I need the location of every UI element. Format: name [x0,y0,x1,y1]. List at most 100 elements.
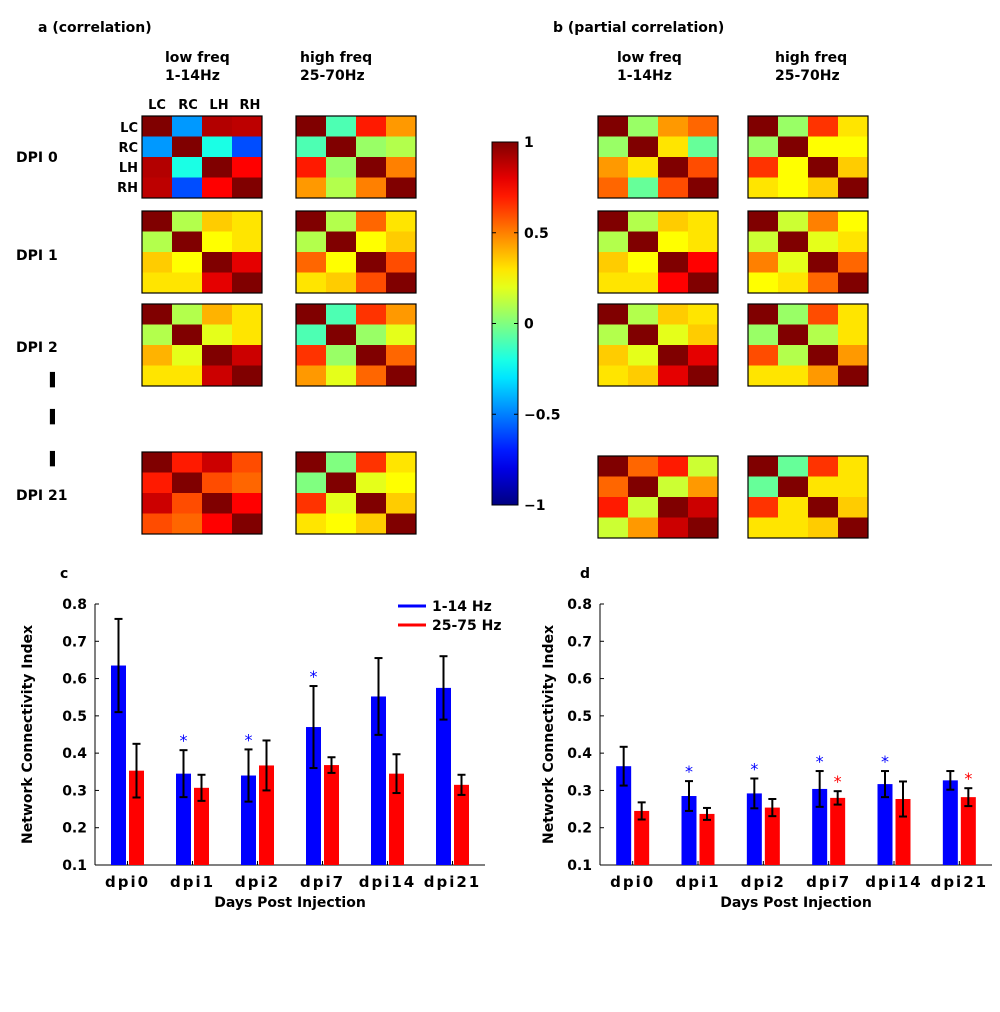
heatmap-cell [838,304,869,325]
heatmap-cell [142,513,173,535]
heatmap-cell [688,157,719,178]
heatmap-cell [202,211,233,232]
heatmap-cell [838,324,869,346]
heatmap-cell [748,497,779,518]
heatmap-cell [748,211,779,232]
bar-dpi7-low [306,727,321,865]
heatmap-cell [658,345,689,366]
heatmap-cell [628,211,659,232]
y-tick-label: 0.8 [567,597,592,613]
colorbar: 1 0.5 0 −0.5 −1 [491,135,561,514]
heatmap-cell [658,231,689,253]
y-tick-label: 0.8 [62,597,87,613]
heatmap-cell [658,476,689,498]
heatmap-cell [356,324,387,346]
significance-star: * [180,731,188,750]
heatmap-cell [202,345,233,366]
heatmap-cell [232,231,263,253]
heatmap-cell [688,365,719,387]
heatmap-cell [748,157,779,178]
significance-star: * [310,667,318,686]
heatmap-cell [386,177,417,199]
heatmap-cell [142,136,173,158]
heatmap-cell [296,345,327,366]
heatmap-cell [628,157,659,178]
heatmap-cell [202,136,233,158]
heatmap-a-row1-col0 [141,210,263,294]
heatmap-cell [688,231,719,253]
heatmap-cell [356,231,387,253]
heatmap-cell [688,136,719,158]
channel-side-rh: RH [117,181,138,196]
heatmap-cell [658,157,689,178]
x-tick-label: dpi14 [359,873,417,891]
heatmap-b-row0-col0 [597,115,719,199]
heatmap-cell [838,116,869,137]
heatmap-cell [232,272,263,294]
heatmap-cell [598,476,629,498]
channel-top-rh: RH [240,98,261,113]
heatmap-cell [296,365,327,387]
x-tick-label: dpi2 [235,873,280,891]
bar-dpi21-low [436,687,451,865]
channel-top-rc: RC [178,98,198,113]
heatmap-cell [688,476,719,498]
heatmap-b-row3-col0 [597,455,719,539]
heatmap-cell [386,452,417,473]
heatmap-grid [141,115,869,539]
heatmap-cell [598,345,629,366]
heatmap-frame [747,115,869,199]
heatmap-cell [386,472,417,494]
heatmap-cell [326,157,357,178]
heatmap-cell [628,497,659,518]
bar-chart-d: 0.1 0.2 0.3 0.4 0.5 0.6 0.7 0.8 dpi0 * dpi1 * dpi2 * *… [541,597,992,911]
heatmap-cell [326,272,357,294]
y-tick-label: 0.4 [62,746,87,762]
heatmap-cell [296,272,327,294]
heatmap-cell [808,177,839,199]
significance-star: * [245,730,253,749]
bar-dpi14-high [895,799,911,865]
heatmap-cell [172,177,203,199]
heatmap-cell [778,345,809,366]
heatmap-cell [628,177,659,199]
bar-dpi2-low [241,775,256,865]
heatmap-cell [808,116,839,137]
heatmap-cell [748,272,779,294]
heatmap-cell [748,456,779,477]
heatmap-cell [326,252,357,273]
heatmap-cell [658,304,689,325]
heatmap-cell [326,345,357,366]
heatmap-b-row1-col1 [747,210,869,294]
heatmap-cell [386,304,417,325]
heatmap-cell [838,517,869,539]
a-low-range-header: 1-14Hz [165,68,220,84]
heatmap-cell [778,304,809,325]
heatmap-cell [598,304,629,325]
heatmap-cell [658,324,689,346]
heatmap-cell [628,272,659,294]
heatmap-cell [232,136,263,158]
heatmap-cell [838,365,869,387]
heatmap-cell [202,493,233,514]
y-tick-label: 0.5 [567,709,592,725]
heatmap-cell [232,324,263,346]
heatmap-cell [748,365,779,387]
heatmap-cell [628,231,659,253]
bar-dpi21-high [454,784,469,865]
heatmap-cell [778,365,809,387]
bar-dpi21-high [960,797,976,865]
y-tick-label: 0.6 [567,672,592,688]
heatmap-cell [748,116,779,137]
heatmap-cell [232,493,263,514]
panel-c-label: c [60,566,68,582]
heatmap-cell [658,272,689,294]
heatmap-cell [748,517,779,539]
heatmap-cell [598,157,629,178]
heatmap-frame [747,210,869,294]
heatmap-cell [688,252,719,273]
heatmap-cell [142,177,173,199]
heatmap-cell [628,476,659,498]
heatmap-cell [808,272,839,294]
b-high-freq-header: high freq [775,50,847,66]
